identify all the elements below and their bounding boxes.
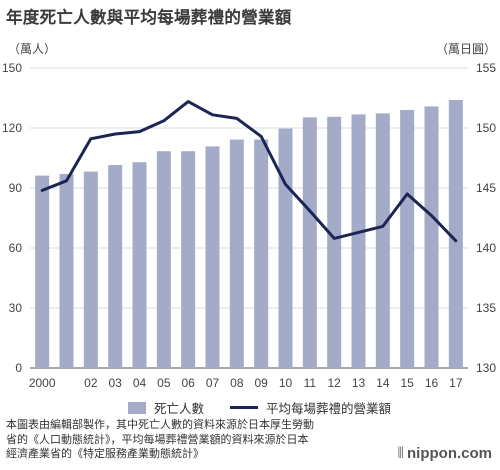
bar: [205, 146, 220, 368]
sales-line: [40, 100, 458, 243]
bar: [59, 174, 74, 368]
x-tick-label: 13: [352, 376, 366, 390]
x-tick-label: 07: [206, 376, 220, 390]
bar: [83, 171, 98, 368]
legend-bar-label: 死亡人數: [154, 401, 205, 416]
legend: 死亡人數 平均每場葬禮的營業額: [128, 398, 391, 417]
x-tick-label: 15: [400, 376, 414, 390]
x-tick-label: 16: [425, 376, 439, 390]
source-line-1: 本圖表由編輯部製作，其中死亡人數的資料來源於日本厚生勞動: [6, 418, 314, 431]
bar: [448, 100, 463, 368]
source-line-3: 經濟產業省的《特定服務產業動態統計》: [6, 447, 204, 460]
right-tick-label: 130: [476, 361, 496, 375]
bar: [278, 128, 293, 368]
left-tick-label: 0: [15, 361, 22, 375]
legend-bar-swatch: [128, 401, 146, 414]
x-tick-label: 03: [108, 376, 122, 390]
x-tick-label: 10: [279, 376, 293, 390]
x-tick-label: 14: [376, 376, 390, 390]
x-tick-label: 05: [157, 376, 171, 390]
bar: [35, 175, 50, 368]
legend-line-label: 平均每場葬禮的營業額: [266, 401, 392, 416]
chart-title: 年度死亡人數與平均每場葬禮的營業額: [6, 8, 292, 27]
x-tick-label: 17: [449, 376, 463, 390]
bar: [156, 151, 171, 368]
right-tick-label: 135: [476, 301, 496, 315]
left-tick-label: 30: [9, 301, 23, 315]
right-tick-label: 150: [476, 121, 496, 135]
x-tick-label: 04: [133, 376, 147, 390]
nippon-logo-icon: ⦀: [397, 445, 404, 462]
left-tick-label: 90: [9, 181, 23, 195]
right-tick-label: 140: [476, 241, 496, 255]
bar: [132, 162, 147, 368]
brand-logo[interactable]: ⦀ nippon.com: [397, 445, 492, 462]
x-tick-label: 11: [304, 376, 317, 390]
bar: [302, 117, 317, 369]
legend-line-swatch: [230, 406, 259, 409]
x-tick-label: 12: [327, 376, 341, 390]
bar: [351, 114, 366, 369]
source-line-2: 省的《人口動態統計》，平均每場葬禮營業額的資料來源於日本: [6, 432, 309, 446]
x-tick-label: 02: [84, 376, 98, 390]
left-tick-label: 60: [9, 241, 23, 255]
bar: [327, 116, 342, 368]
source-note: 本圖表由編輯部製作，其中死亡人數的資料來源於日本厚生勞動 省的《人口動態統計》，…: [6, 418, 426, 462]
bar: [424, 106, 439, 369]
x-tick-label: 08: [230, 376, 244, 390]
bar: [254, 139, 269, 368]
bar: [181, 151, 196, 368]
x-tick-label: 2000: [29, 376, 56, 390]
x-tick-label: 06: [181, 376, 195, 390]
left-tick-label: 120: [2, 121, 22, 135]
left-tick-label: 150: [2, 61, 22, 75]
right-tick-label: 145: [476, 181, 496, 195]
left-axis-unit: （萬人）: [8, 42, 57, 56]
bar: [229, 139, 244, 368]
x-tick-label: 09: [254, 376, 268, 390]
brand-text: nippon.com: [407, 445, 492, 462]
bar: [400, 110, 415, 368]
bar: [108, 165, 123, 368]
bar: [375, 113, 390, 369]
right-axis-unit: （萬日圓）: [435, 42, 496, 56]
right-tick-label: 155: [476, 61, 496, 75]
